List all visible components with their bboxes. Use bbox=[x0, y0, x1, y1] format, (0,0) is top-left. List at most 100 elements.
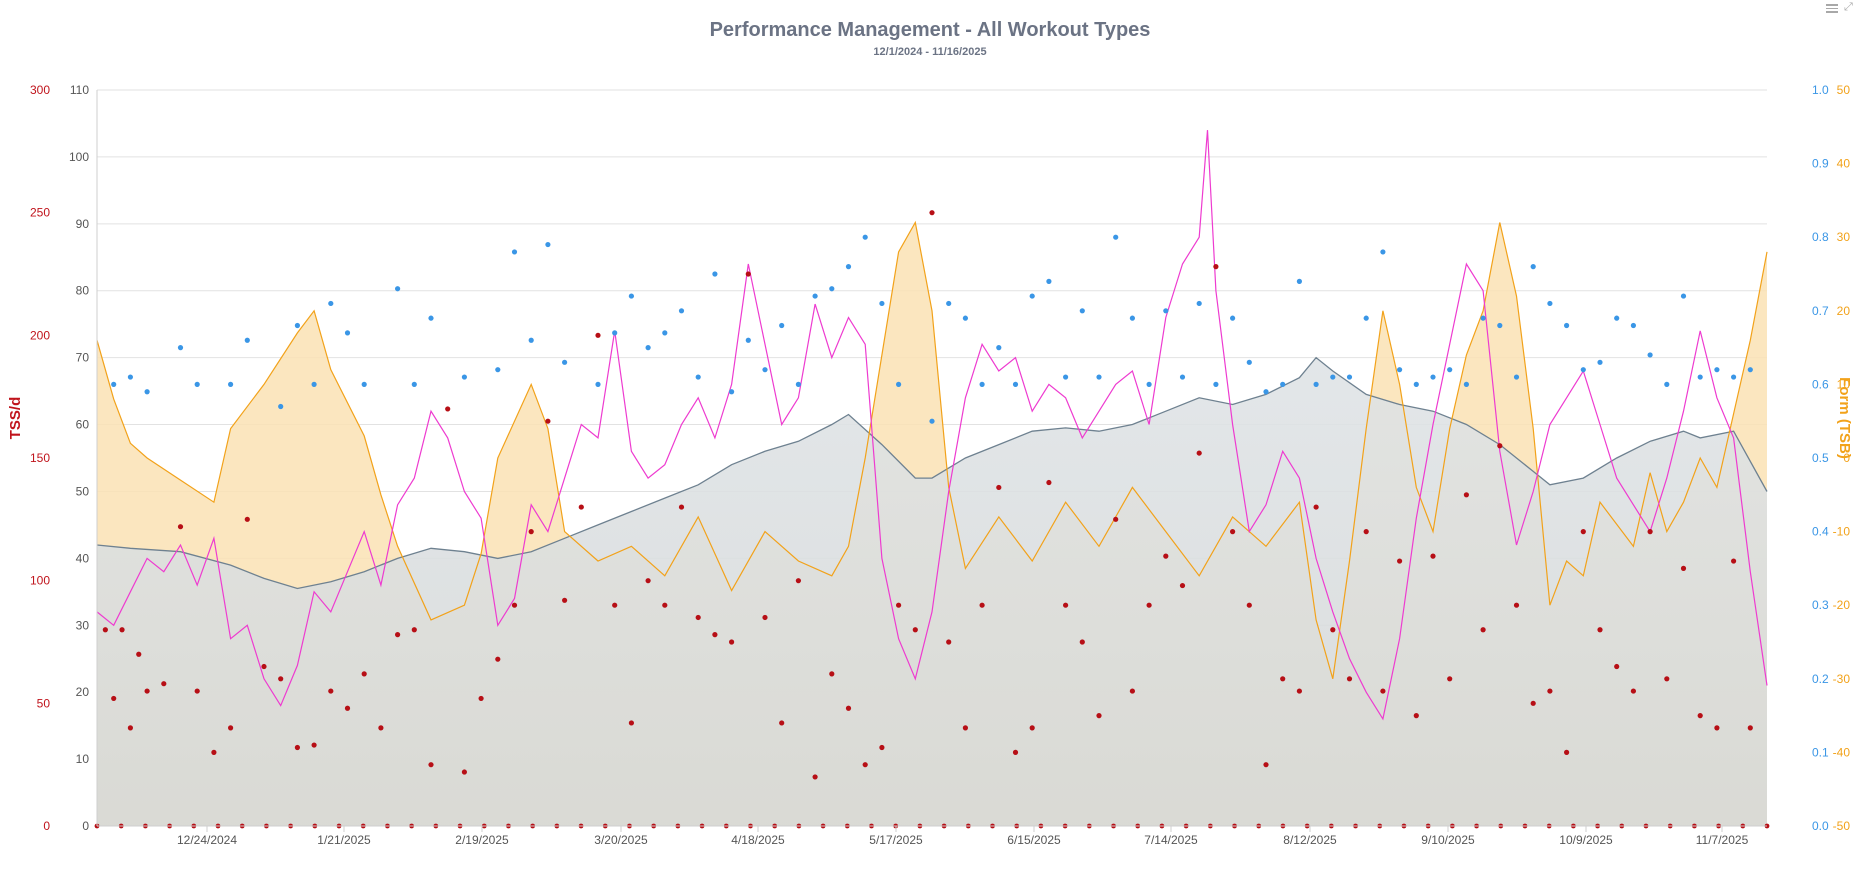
right-outer-tick-0: -50 bbox=[1833, 819, 1851, 833]
tss-point-6 bbox=[161, 681, 167, 687]
tss-point-81 bbox=[1413, 713, 1419, 719]
right-outer-tick-4: -10 bbox=[1833, 525, 1851, 539]
left-outer-tick-2: 100 bbox=[30, 574, 50, 588]
intensity-point-49 bbox=[1063, 374, 1069, 380]
x-tick-0: 12/24/2024 bbox=[177, 833, 237, 847]
intensity-point-48 bbox=[1046, 278, 1052, 284]
left-outer-tick-4: 200 bbox=[30, 328, 50, 342]
x-tick-11: 11/7/2025 bbox=[1696, 833, 1749, 847]
tss-point-72 bbox=[1263, 762, 1269, 768]
intensity-point-78 bbox=[1547, 300, 1553, 307]
intensity-point-19 bbox=[528, 337, 534, 343]
right-inner-tick-7: 0.7 bbox=[1812, 304, 1829, 318]
intensity-point-66 bbox=[1346, 374, 1353, 380]
intensity-point-46 bbox=[1012, 381, 1019, 387]
fitness-area-shade bbox=[97, 357, 1767, 826]
intensity-point-39 bbox=[879, 300, 885, 307]
intensity-point-30 bbox=[729, 389, 735, 395]
right-outer-tick-9: 40 bbox=[1837, 157, 1851, 171]
tss-point-48 bbox=[862, 762, 868, 768]
expand-icon[interactable]: ⤢ bbox=[1844, 1, 1853, 13]
intensity-point-43 bbox=[962, 315, 969, 321]
tss-point-9 bbox=[211, 749, 217, 756]
tss-point-35 bbox=[645, 578, 651, 584]
tss-point-29 bbox=[545, 418, 551, 424]
right-outer-tick-1: -40 bbox=[1833, 745, 1851, 759]
tss-point-99 bbox=[1714, 725, 1720, 731]
tss-point-86 bbox=[1497, 443, 1503, 449]
intensity-point-90 bbox=[1747, 367, 1753, 373]
intensity-point-84 bbox=[1647, 352, 1653, 358]
right-axis-title: Form (TSB) bbox=[1836, 377, 1853, 459]
tss-point-93 bbox=[1614, 663, 1620, 670]
tss-point-43 bbox=[779, 720, 785, 726]
intensity-point-80 bbox=[1580, 367, 1586, 373]
x-tick-4: 4/18/2025 bbox=[731, 833, 785, 847]
intensity-point-73 bbox=[1463, 381, 1469, 387]
intensity-point-87 bbox=[1697, 374, 1703, 380]
intensity-point-44 bbox=[979, 381, 985, 387]
intensity-point-56 bbox=[1179, 374, 1186, 380]
intensity-point-7 bbox=[278, 403, 284, 410]
tss-point-1 bbox=[111, 695, 117, 702]
intensity-point-34 bbox=[795, 381, 802, 387]
intensity-point-1 bbox=[127, 374, 133, 380]
tss-point-4 bbox=[136, 651, 142, 657]
intensity-point-25 bbox=[645, 345, 651, 351]
intensity-point-17 bbox=[495, 367, 501, 373]
right-outer-tick-2: -30 bbox=[1833, 672, 1851, 686]
tss-point-73 bbox=[1280, 676, 1286, 682]
tss-point-90 bbox=[1564, 749, 1570, 756]
tss-point-34 bbox=[628, 720, 635, 726]
intensity-point-69 bbox=[1397, 367, 1403, 373]
intensity-point-58 bbox=[1213, 381, 1219, 387]
x-tick-3: 3/20/2025 bbox=[594, 833, 648, 847]
right-outer-tick-3: -20 bbox=[1833, 598, 1851, 612]
tss-point-63 bbox=[1113, 516, 1119, 522]
tss-point-97 bbox=[1680, 565, 1687, 572]
intensity-point-72 bbox=[1447, 367, 1453, 373]
tss-point-77 bbox=[1346, 676, 1353, 682]
intensity-point-89 bbox=[1731, 374, 1737, 380]
x-tick-9: 9/10/2025 bbox=[1421, 833, 1475, 847]
intensity-point-35 bbox=[812, 293, 818, 299]
intensity-point-42 bbox=[946, 300, 952, 307]
intensity-point-61 bbox=[1263, 389, 1269, 395]
intensity-point-82 bbox=[1614, 315, 1620, 321]
tss-point-5 bbox=[144, 688, 150, 694]
tss-point-17 bbox=[344, 705, 351, 711]
left-inner-tick-1: 10 bbox=[76, 752, 90, 766]
intensity-point-57 bbox=[1196, 300, 1202, 307]
tss-point-95 bbox=[1647, 529, 1653, 535]
hamburger-menu-icon[interactable] bbox=[1826, 2, 1838, 14]
tss-point-94 bbox=[1630, 688, 1636, 694]
chart-subtitle: 12/1/2024 - 11/16/2025 bbox=[873, 46, 987, 58]
fitness-line bbox=[96, 356, 1768, 590]
tss-point-91 bbox=[1580, 529, 1586, 535]
intensity-point-18 bbox=[511, 249, 518, 255]
left-inner-tick-2: 20 bbox=[76, 685, 90, 699]
left-outer-tick-5: 250 bbox=[30, 206, 50, 220]
right-inner-tick-3: 0.3 bbox=[1812, 598, 1829, 612]
tss-point-14 bbox=[294, 744, 300, 751]
chart-title: Performance Management - All Workout Typ… bbox=[709, 19, 1151, 41]
right-inner-tick-2: 0.2 bbox=[1812, 672, 1829, 686]
right-inner-tick-9: 0.9 bbox=[1812, 157, 1829, 171]
tss-point-87 bbox=[1513, 602, 1520, 608]
tss-point-37 bbox=[678, 504, 685, 510]
x-tick-8: 8/12/2025 bbox=[1283, 833, 1337, 847]
intensity-point-23 bbox=[612, 330, 618, 336]
tss-point-60 bbox=[1063, 602, 1069, 608]
tss-point-88 bbox=[1530, 700, 1536, 706]
tss-point-78 bbox=[1363, 529, 1369, 535]
tss-point-7 bbox=[177, 524, 184, 530]
tss-point-89 bbox=[1547, 688, 1553, 694]
right-outer-tick-8: 30 bbox=[1837, 230, 1851, 244]
tss-point-64 bbox=[1129, 688, 1135, 694]
intensity-point-21 bbox=[562, 359, 568, 365]
tss-point-49 bbox=[879, 744, 885, 751]
intensity-point-53 bbox=[1129, 315, 1135, 321]
tss-point-58 bbox=[1029, 725, 1035, 731]
tss-point-22 bbox=[428, 762, 434, 768]
